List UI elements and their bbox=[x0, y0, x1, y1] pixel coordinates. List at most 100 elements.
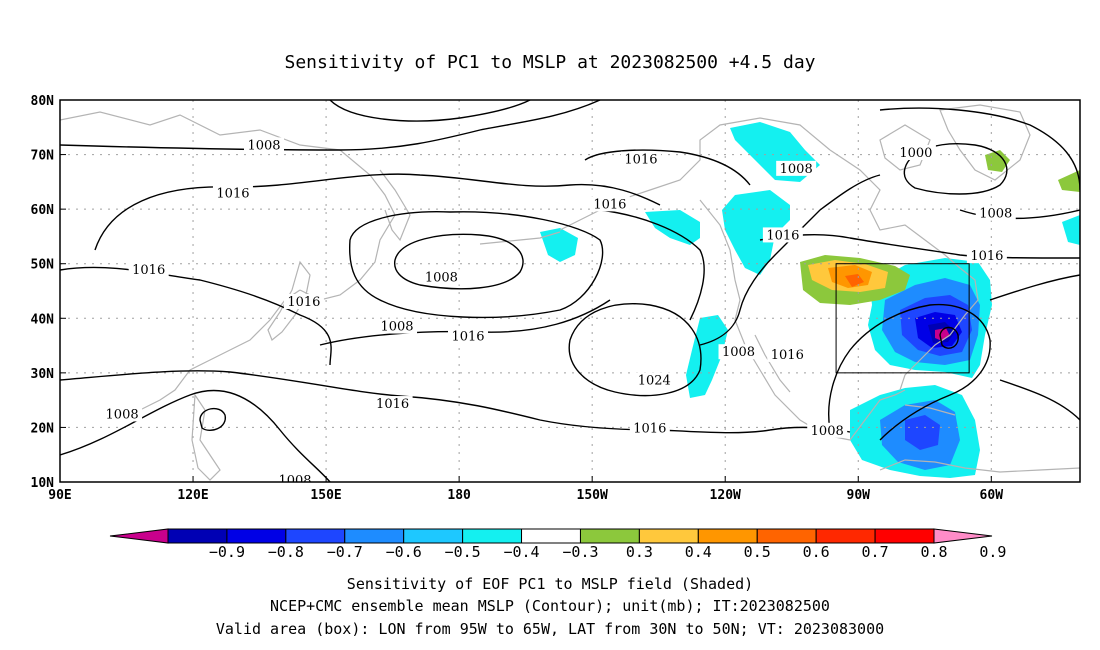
contour-label-text: 1016 bbox=[216, 186, 249, 201]
lon-label: 150E bbox=[310, 488, 341, 503]
contour-tropics-1008 bbox=[60, 389, 331, 482]
contour-label-text: 1016 bbox=[376, 397, 409, 412]
contour-siberia-1016 bbox=[94, 173, 661, 251]
contour-label-bg bbox=[966, 248, 1007, 264]
contour-northatl-1008 bbox=[879, 107, 1080, 191]
caption-line-3: Valid area (box): LON from 95W to 65W, L… bbox=[216, 620, 884, 638]
contour-label-bg bbox=[629, 420, 670, 436]
contour-pacific-high-1024 bbox=[568, 303, 702, 397]
lon-label: 90E bbox=[48, 488, 71, 503]
axis-ticks bbox=[59, 99, 992, 483]
contour-label: 1008 bbox=[718, 344, 759, 360]
colorbar-label: 0.5 bbox=[744, 543, 771, 561]
contour-philippines-ring bbox=[199, 407, 226, 432]
colorbar-segment bbox=[462, 528, 523, 544]
contour-label-text: 1008 bbox=[722, 345, 755, 360]
valid-area-box bbox=[835, 263, 970, 374]
colorbar-label: −0.8 bbox=[268, 543, 304, 561]
contour-label-text: 1008 bbox=[278, 473, 311, 488]
contour-greenland-1000 bbox=[903, 143, 1008, 195]
coast-baffin bbox=[879, 124, 931, 171]
coast-philippines bbox=[191, 393, 221, 481]
contour-label-text: 1008 bbox=[979, 207, 1012, 222]
lon-label: 150W bbox=[577, 488, 608, 503]
contour-label-text: 1008 bbox=[247, 138, 280, 153]
contour-label-bg bbox=[767, 346, 808, 362]
lon-label: 60W bbox=[980, 488, 1004, 503]
contour-label-bg bbox=[212, 185, 253, 201]
contour-nwpac-low-inner bbox=[393, 233, 524, 290]
contour-label: 1000 bbox=[895, 145, 936, 161]
contour-label: 1008 bbox=[776, 160, 817, 177]
colorbar-label: −0.3 bbox=[562, 543, 598, 561]
colorbar-segment bbox=[815, 528, 876, 544]
lon-label: 120W bbox=[710, 488, 741, 503]
contour-label-text: 1008 bbox=[425, 270, 458, 285]
lat-label: 50N bbox=[31, 258, 55, 273]
contour-label-bg bbox=[807, 422, 848, 438]
contour-label-text: 1000 bbox=[899, 146, 932, 161]
contour-label-text: 1024 bbox=[638, 374, 671, 389]
map-panel: 1008 1016 1016 1016 1008 1008 1016 1016 1008 1008… bbox=[31, 94, 1081, 503]
lat-label: 20N bbox=[31, 421, 55, 436]
contour-label-text: 1016 bbox=[287, 295, 320, 310]
contour-label-bg bbox=[275, 472, 316, 482]
lat-label: 80N bbox=[31, 94, 55, 109]
contour-label: 1008 bbox=[102, 406, 143, 422]
contour-label: 1008 bbox=[807, 422, 848, 439]
contour-label-bg bbox=[377, 318, 418, 334]
coast-na-west bbox=[699, 199, 851, 441]
contour-na-1008 bbox=[699, 174, 881, 346]
shade-greatlakes-darkorange bbox=[845, 274, 864, 287]
colorbar-segment bbox=[521, 528, 581, 544]
contour-label-text: 1008 bbox=[106, 407, 139, 422]
contour-label-bg bbox=[620, 151, 661, 167]
contour-label: 1016 bbox=[629, 420, 670, 437]
contour-label-bg bbox=[421, 269, 462, 285]
colorbar-segment bbox=[226, 528, 287, 544]
coast-gulf bbox=[849, 389, 906, 441]
colorbar-label: 0.9 bbox=[979, 543, 1006, 561]
coast-hudson bbox=[829, 149, 961, 269]
caption-line-1: Sensitivity of EOF PC1 to MSLP field (Sh… bbox=[347, 575, 753, 593]
contour-label-text: 1016 bbox=[132, 263, 165, 278]
coast-na-east bbox=[899, 267, 979, 391]
contour-label-bg bbox=[634, 372, 675, 388]
colorbar-segment bbox=[285, 528, 346, 544]
contour-canada-1016 bbox=[759, 233, 1080, 259]
contour-label-bg bbox=[244, 137, 284, 153]
contour-atl-high bbox=[989, 274, 1080, 421]
contour-label: 1008 bbox=[377, 318, 418, 335]
contour-label: 1016 bbox=[767, 346, 808, 363]
figure-title: Sensitivity of PC1 to MSLP at 2023082500… bbox=[284, 52, 815, 73]
coast-aleutians bbox=[479, 231, 561, 245]
contour-label-bg bbox=[448, 328, 488, 344]
contour-label-text: 1016 bbox=[771, 348, 804, 363]
contour-label: 1016 bbox=[620, 151, 661, 168]
contour-label: 1016 bbox=[128, 261, 169, 278]
colorbar-low-arrow bbox=[109, 528, 169, 544]
contour-label: 1008 bbox=[244, 137, 284, 153]
contour-eastus-core bbox=[939, 326, 959, 349]
contour-label-bg bbox=[975, 205, 1016, 221]
lon-label: 180 bbox=[447, 488, 471, 503]
contour-label-bg bbox=[762, 227, 803, 243]
contour-label-text: 1008 bbox=[780, 162, 813, 177]
colorbar-label: −0.7 bbox=[327, 543, 363, 561]
colorbar-segment bbox=[579, 528, 640, 544]
shade-greenland-green bbox=[985, 150, 1010, 172]
contour-label: 1016 bbox=[762, 227, 803, 243]
contour-label-text: 1008 bbox=[380, 320, 413, 335]
contour-eastus-low bbox=[828, 303, 991, 441]
colorbar-high-arrow bbox=[933, 528, 993, 544]
contour-arctic-cell bbox=[329, 100, 531, 122]
colorbar-label: 0.8 bbox=[920, 543, 947, 561]
colorbar: −0.9 −0.8 −0.7 −0.6 −0.5 −0.4 −0.3 0.3 0.4 0.5 0.6… bbox=[109, 528, 1006, 561]
coast-south-america bbox=[879, 459, 1080, 473]
shade-caribbean-blue2 bbox=[905, 415, 940, 450]
contour-label-bg bbox=[372, 396, 413, 412]
contour-label-bg bbox=[895, 145, 936, 161]
contour-arctic-1008 bbox=[60, 100, 601, 151]
contour-label-bg bbox=[283, 294, 324, 310]
latitude-labels: 10N 20N 30N 40N 50N 60N 70N 80N bbox=[31, 94, 55, 491]
